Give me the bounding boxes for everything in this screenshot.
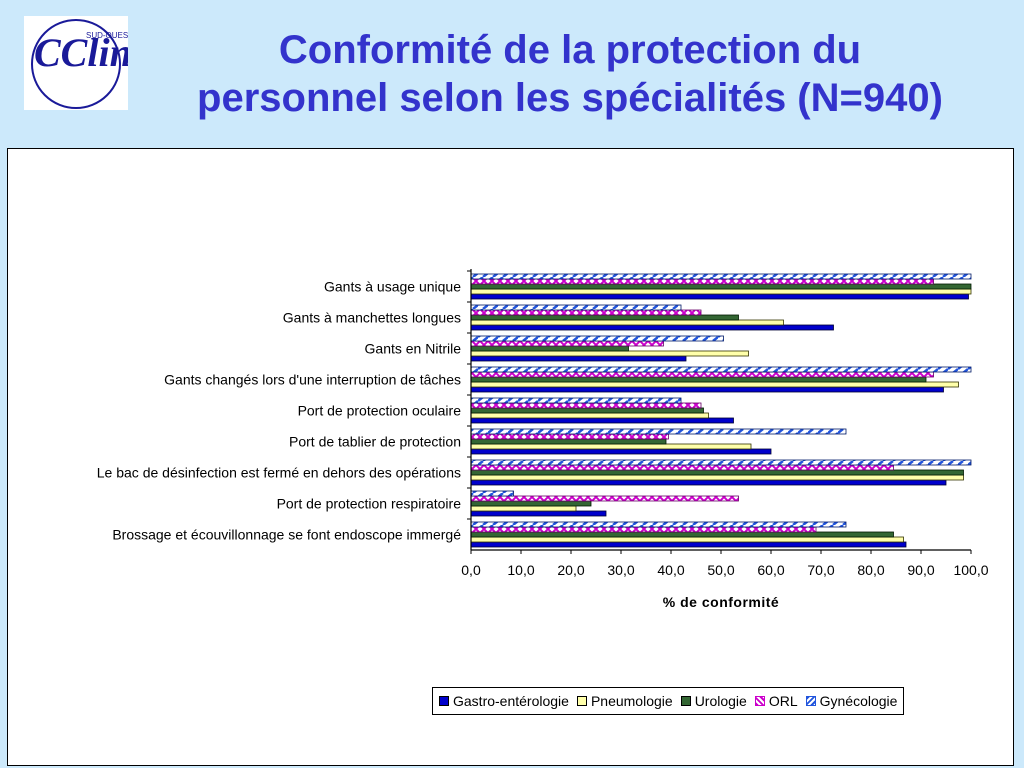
cclin-logo: CClin SUD-OUEST [24,16,133,110]
category-label: Le bac de désinfection est fermé en deho… [97,465,461,481]
bar-gastro-ent-rologie [470,448,772,455]
legend-label: Pneumologie [590,693,673,709]
category-label: Port de tablier de protection [289,434,461,450]
bar-orl [470,495,739,502]
legend-item: Urologie [680,693,747,709]
legend-label: Gynécologie [819,693,898,709]
bar-pneumologie [470,412,709,419]
bar-gyn-cologie [470,335,724,342]
bar-gastro-ent-rologie [470,417,734,424]
cclin-logo-graphic: CClin SUD-OUEST [31,19,133,109]
bar-gastro-ent-rologie [470,355,687,362]
bar-pneumologie [470,350,749,357]
bar-urologie [470,283,972,290]
bar-gyn-cologie [470,490,514,497]
legend-label: Gastro-entérologie [453,693,569,709]
bar-orl [470,278,934,285]
legend-label: Urologie [694,693,747,709]
bar-orl [470,464,894,471]
category-label: Port de protection respiratoire [277,496,462,512]
category-label: Gants en Nitrile [365,341,462,357]
bar-gastro-ent-rologie [470,479,947,486]
x-tick-label: 80,0 [857,562,884,578]
bar-gyn-cologie [470,397,682,404]
bar-urologie [470,469,964,476]
chart-panel: Gants à usage unique Gants à manchettes l… [7,148,1014,766]
bar-gastro-ent-rologie [470,541,907,548]
bar-gastro-ent-rologie [470,386,944,393]
page-title: Conformité de la protection du personnel… [130,26,1010,122]
bar-pneumologie [470,319,784,326]
x-tick-label: 100,0 [953,562,988,578]
x-tick-label: 30,0 [607,562,634,578]
chart-legend: Gastro-entérologie Pneumologie Urologie ORL… [432,687,905,715]
bar-pneumologie [470,288,972,295]
x-tick-label: 50,0 [707,562,734,578]
x-tick-label: 0,0 [461,562,481,578]
x-tick-label: 20,0 [557,562,584,578]
bar-urologie [470,438,667,445]
x-tick-label: 40,0 [657,562,684,578]
bar-pneumologie [470,505,577,512]
bar-orl [470,340,664,347]
bar-chart: Gants à usage unique Gants à manchettes l… [97,269,989,610]
bar-urologie [470,314,739,321]
logo-text: CClin [34,30,128,75]
legend-item: Gastro-entérologie [439,693,569,709]
bar-orl [470,402,702,409]
bar-gyn-cologie [470,366,972,373]
legend-swatch [754,696,765,706]
bar-gastro-ent-rologie [470,510,607,517]
bar-gyn-cologie [470,304,682,311]
logo-subtext: SUD-OUEST [86,31,128,40]
bar-pneumologie [470,536,904,543]
bar-orl [470,309,702,316]
x-tick-label: 70,0 [807,562,834,578]
category-label: Gants à usage unique [324,279,461,295]
x-tick-label: 10,0 [507,562,534,578]
bar-orl [470,526,817,533]
legend-swatch [439,696,449,706]
title-line-1: Conformité de la protection du [278,28,862,72]
bar-gastro-ent-rologie [470,324,834,331]
category-label: Port de protection oculaire [298,403,462,419]
bar-urologie [470,500,592,507]
bar-pneumologie [470,443,752,450]
legend-item: ORL [754,693,798,709]
bar-urologie [470,376,927,383]
x-tick-label: 90,0 [907,562,934,578]
bar-gastro-ent-rologie [470,293,969,300]
legend-label: ORL [768,693,798,709]
legend-swatch [805,696,816,706]
bar-urologie [470,407,704,414]
x-axis-title: % de conformité [663,594,779,610]
bar-urologie [470,531,894,538]
category-label: Gants à manchettes longues [283,310,461,326]
legend-swatch [680,696,691,706]
bar-gyn-cologie [470,521,847,528]
bar-orl [470,371,934,378]
legend-item: Gynécologie [805,693,898,709]
plot-area: Gants à usage unique Gants à manchettes l… [97,269,989,610]
x-tick-label: 60,0 [757,562,784,578]
legend-item: Pneumologie [576,693,673,709]
title-line-2: personnel selon les spécialités (N=940) [197,76,943,120]
legend-swatch [576,696,587,706]
bar-pneumologie [470,381,959,388]
bar-pneumologie [470,474,964,481]
bar-urologie [470,345,629,352]
bar-orl [470,433,669,440]
bar-gyn-cologie [470,273,972,280]
bar-gyn-cologie [470,428,847,435]
category-label: Brossage et écouvillonnage se font endos… [112,527,461,543]
bar-gyn-cologie [470,459,972,466]
category-label: Gants changés lors d'une interruption de… [164,372,461,388]
